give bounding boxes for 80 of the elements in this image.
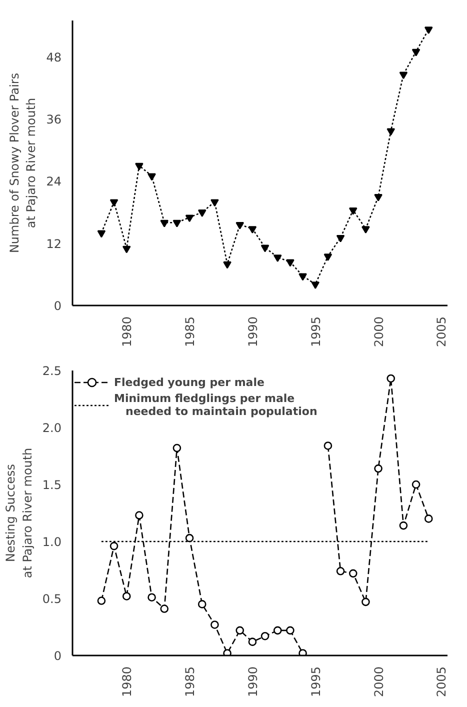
point: [223, 649, 232, 656]
y-tick-label: 2.0: [42, 421, 62, 435]
y-tick-label: 48: [46, 50, 62, 64]
point: [97, 596, 106, 605]
point: [223, 261, 232, 269]
point: [122, 246, 131, 254]
point: [286, 259, 294, 267]
point: [399, 521, 408, 530]
x-tick-label: 1995: [308, 316, 323, 348]
point: [185, 214, 194, 222]
x-tick-label: 1995: [308, 666, 323, 698]
x-tick-label: 1985: [183, 666, 198, 698]
y-tick-label: 2.5: [42, 364, 62, 378]
point: [311, 282, 320, 289]
x-tick-label: 1980: [120, 666, 134, 698]
point: [248, 226, 257, 234]
point: [122, 592, 131, 600]
y-tick-label: 1.0: [42, 535, 62, 549]
point: [412, 480, 420, 489]
point: [172, 444, 182, 452]
point: [198, 210, 206, 217]
point: [273, 626, 282, 635]
point: [210, 620, 219, 629]
x-tick-label: 2005: [434, 316, 449, 348]
point: [362, 598, 370, 606]
point: [374, 464, 382, 473]
point: [210, 199, 219, 207]
y-axis-title: Numbre of Snowy Plover Pairs at Pajaro River mouth: [7, 72, 38, 254]
point: [260, 632, 270, 640]
y-axis-title: Nesting Success at Pajaro River mouth: [4, 448, 34, 578]
y-tick-label: 12: [46, 236, 62, 251]
point: [348, 569, 358, 578]
point: [198, 600, 206, 608]
point: [362, 226, 370, 234]
y-tick-label: 1.5: [42, 478, 62, 492]
point: [135, 511, 144, 520]
point: [298, 273, 307, 281]
point: [260, 244, 270, 252]
point: [374, 194, 382, 202]
point: [97, 230, 106, 238]
y-tick-label: 24: [46, 174, 62, 189]
y-tick-label: 0.5: [42, 592, 62, 606]
point: [236, 222, 244, 230]
x-tick-label: 2005: [434, 666, 449, 698]
point: [412, 48, 420, 56]
x-tick-label: 1985: [183, 316, 198, 348]
point: [424, 514, 433, 523]
x-tick-label: 1990: [246, 666, 260, 698]
point: [348, 207, 358, 215]
x-tick-label: 1990: [246, 316, 260, 348]
point: [324, 254, 332, 261]
x-tick-label: 2000: [372, 316, 386, 348]
point: [424, 26, 433, 34]
point: [236, 626, 244, 635]
point: [386, 128, 396, 136]
point: [248, 638, 257, 646]
y-tick-label: 0: [54, 299, 62, 313]
point: [160, 604, 169, 613]
point: [110, 199, 118, 207]
point: [324, 442, 332, 450]
x-tick-label: 2000: [372, 666, 386, 698]
point: [386, 374, 396, 383]
point: [399, 72, 408, 80]
point: [336, 566, 345, 576]
point: [172, 220, 182, 228]
y-tick-label: 36: [46, 112, 62, 126]
point: [160, 220, 169, 228]
point: [148, 173, 156, 181]
point: [135, 162, 144, 170]
x-tick-label: 1980: [120, 316, 134, 348]
point: [185, 534, 194, 542]
point: [148, 593, 156, 602]
legend-label: Minimum fledglings per male needed to maintain population: [114, 392, 318, 418]
point: [336, 234, 345, 242]
point: [298, 649, 307, 656]
y-tick-label: 0: [54, 649, 62, 663]
point: [286, 626, 294, 635]
point: [273, 254, 282, 262]
legend-label: Fledged young per male: [114, 376, 264, 388]
point: [110, 542, 118, 550]
